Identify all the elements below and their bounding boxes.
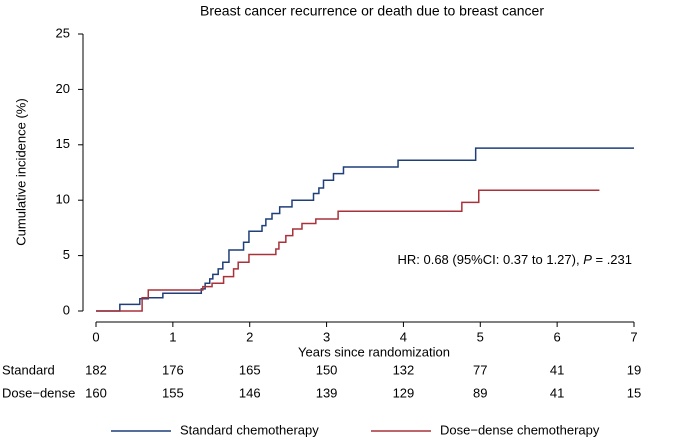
risk-count: 77 [473,362,487,377]
x-tick-label: 6 [554,329,561,344]
risk-count: 182 [85,362,107,377]
risk-row-label: Dose−dense [2,385,75,400]
annotation-part: = .231 [592,252,632,267]
risk-row-label: Standard [2,362,55,377]
risk-count: 89 [473,385,487,400]
risk-count: 139 [316,385,338,400]
risk-count: 146 [239,385,261,400]
y-tick-label: 15 [56,136,70,151]
legend-label: Dose−dense chemotherapy [440,422,600,437]
chart-title: Breast cancer recurrence or death due to… [200,3,544,19]
x-tick-label: 7 [630,329,637,344]
y-tick-label: 5 [63,247,70,262]
y-tick-label: 0 [63,302,70,317]
x-tick-label: 2 [246,329,253,344]
risk-count: 155 [162,385,184,400]
x-tick-label: 3 [323,329,330,344]
risk-count: 19 [627,362,641,377]
x-axis-label: Years since randomization [298,344,450,359]
risk-count: 41 [550,385,564,400]
series-line [96,189,600,312]
risk-count: 15 [627,385,641,400]
series-line [96,147,634,312]
x-tick-label: 1 [169,329,176,344]
y-axis-label: Cumulative incidence (%) [13,98,28,245]
x-tick-label: 4 [400,329,407,344]
risk-count: 160 [85,385,107,400]
risk-count: 176 [162,362,184,377]
risk-count: 165 [239,362,261,377]
annotation: HR: 0.68 (95%CI: 0.37 to 1.27), P = .231 [397,252,632,267]
y-tick-label: 20 [56,81,70,96]
risk-count: 129 [393,385,415,400]
risk-count: 132 [393,362,415,377]
annotation-part: HR: 0.68 (95%CI: 0.37 to 1.27), [397,252,583,267]
risk-count: 41 [550,362,564,377]
y-tick-label: 25 [56,25,70,40]
x-tick-label: 0 [92,329,99,344]
legend-label: Standard chemotherapy [180,422,319,437]
x-tick-label: 5 [477,329,484,344]
risk-count: 150 [316,362,338,377]
y-tick-label: 10 [56,192,70,207]
annotation-part: P [583,252,592,267]
